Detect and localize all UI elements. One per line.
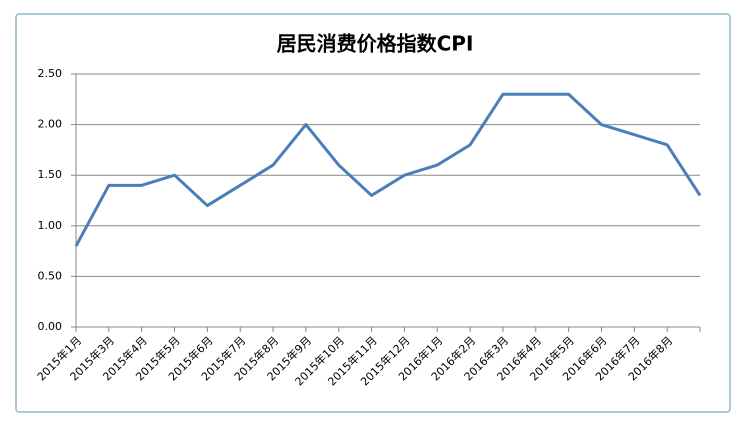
series-line [74,92,702,247]
y-tick-label: 2.50 [38,67,63,80]
y-tick-label: 0.50 [38,269,63,282]
y-tick-label: 2.00 [38,118,63,131]
chart-frame [15,13,731,413]
y-tick-label: 0.00 [38,320,63,333]
y-tick-label: 1.00 [38,219,63,232]
chart-title: 居民消费价格指数CPI [277,32,474,56]
y-tick-label: 1.50 [38,168,63,181]
